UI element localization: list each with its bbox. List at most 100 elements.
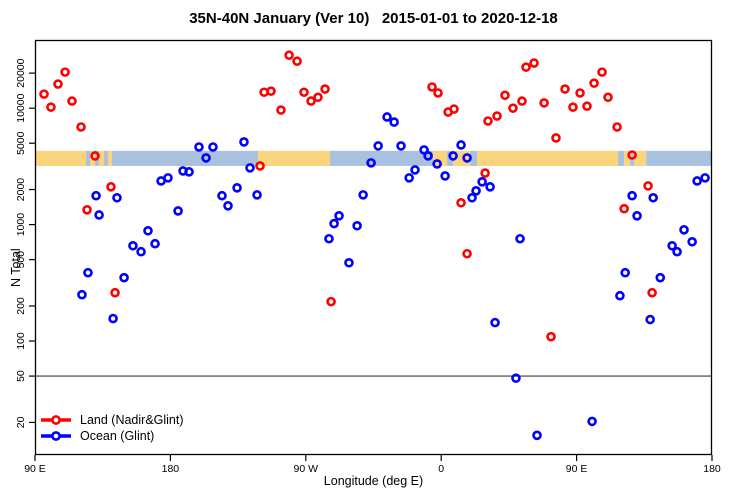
ocean-point <box>440 171 450 181</box>
land-point <box>568 102 578 112</box>
ocean-point <box>404 173 414 183</box>
ocean-point <box>648 192 658 203</box>
ocean-point <box>143 225 153 236</box>
ocean-point <box>679 225 689 235</box>
y-tick-label: 10000 <box>15 93 27 122</box>
ocean-point <box>373 141 383 151</box>
surface-band-segment-land <box>35 150 87 166</box>
ocean-point <box>136 246 146 257</box>
ocean-point <box>467 192 477 203</box>
ocean-point <box>91 190 101 201</box>
ocean-point <box>194 142 204 152</box>
plot-border <box>34 39 713 456</box>
surface-band-segment-land <box>634 150 647 166</box>
y-tick-label: 200 <box>15 297 27 315</box>
ocean-point <box>252 190 262 200</box>
ocean-point <box>462 153 472 163</box>
ocean-point <box>128 240 138 251</box>
ocean-point <box>108 313 118 324</box>
land-point <box>76 122 86 132</box>
ocean-point <box>163 173 173 183</box>
surface-band-segment-land <box>624 150 631 166</box>
y-tick-label: 5000 <box>15 131 27 155</box>
surface-band-segment-ocean <box>112 150 258 166</box>
y-tick-label: 100 <box>15 332 27 350</box>
y-tick-label: 1000 <box>15 213 27 237</box>
land-point <box>276 105 286 115</box>
land-point <box>266 86 276 96</box>
ocean-point <box>485 182 495 192</box>
land-point <box>60 67 70 77</box>
land-point <box>39 89 49 99</box>
ocean-point <box>150 238 160 249</box>
ocean-point <box>358 190 368 200</box>
land-point <box>110 287 120 298</box>
ocean-point <box>245 163 255 173</box>
ocean-point <box>184 167 194 177</box>
x-tick-label: 180 <box>162 463 180 475</box>
land-point <box>449 104 459 114</box>
land-point <box>627 150 637 160</box>
ocean-point <box>201 153 211 163</box>
ocean-point <box>456 140 466 150</box>
land-point <box>90 151 100 161</box>
ocean-point <box>77 289 87 300</box>
ocean-point <box>477 177 487 187</box>
ocean-point <box>208 142 218 152</box>
ocean-point <box>334 211 344 221</box>
land-point <box>427 82 437 92</box>
surface-band-segment-ocean <box>470 150 478 166</box>
legend-label-land: Land (Nadir&Glint) <box>80 413 184 427</box>
ocean-point <box>667 240 677 251</box>
surface-band-segment-ocean <box>646 150 712 166</box>
land-point <box>306 96 316 106</box>
land-point <box>462 248 472 259</box>
ocean-marker-icon <box>41 431 71 441</box>
ocean-point <box>423 151 433 161</box>
ocean-point <box>511 373 521 383</box>
land-point <box>521 62 531 72</box>
ocean-point <box>223 201 233 211</box>
ocean-point <box>410 165 420 175</box>
ocean-point <box>587 416 597 427</box>
land-point <box>106 182 116 192</box>
ocean-point <box>389 117 399 127</box>
legend-item-land: Land (Nadir&Glint) <box>40 412 184 428</box>
ocean-point <box>382 112 392 122</box>
ocean-point <box>112 192 122 203</box>
ocean-point <box>352 220 362 231</box>
land-point <box>500 90 510 101</box>
surface-band-segment-ocean <box>104 150 108 166</box>
land-point <box>597 67 607 77</box>
y-tick-label: 20 <box>15 416 27 428</box>
ocean-point <box>448 151 458 161</box>
land-point <box>284 50 294 61</box>
y-tick-label: 500 <box>15 251 27 269</box>
y-axis-label: N Total <box>9 248 23 287</box>
legend: Land (Nadir&Glint) Ocean (Glint) <box>40 412 184 444</box>
land-point <box>67 96 77 106</box>
ocean-point <box>655 272 666 283</box>
land-point <box>326 296 336 307</box>
x-axis-label: Longitude (deg E) <box>323 474 424 488</box>
land-point <box>575 88 585 98</box>
x-tick-label: 90 W <box>294 463 319 475</box>
chart-title: 35N-40N January (Ver 10) 2015-01-01 to 2… <box>189 10 558 27</box>
land-point <box>320 84 330 94</box>
land-point <box>619 203 629 214</box>
land-point <box>517 96 527 106</box>
x-tick-label: 90 E <box>24 463 46 475</box>
surface-band-segment-land <box>107 150 113 166</box>
ocean-point <box>627 190 637 201</box>
ocean-point <box>692 176 702 186</box>
ocean-point <box>83 267 93 278</box>
land-point <box>480 168 490 178</box>
ocean-point <box>217 190 227 201</box>
land-point <box>483 116 493 126</box>
ocean-point <box>687 236 697 247</box>
ocean-point <box>672 246 682 257</box>
surface-band-segment-ocean <box>330 150 434 166</box>
surface-band-segment-ocean <box>618 150 625 166</box>
land-point <box>313 92 323 103</box>
